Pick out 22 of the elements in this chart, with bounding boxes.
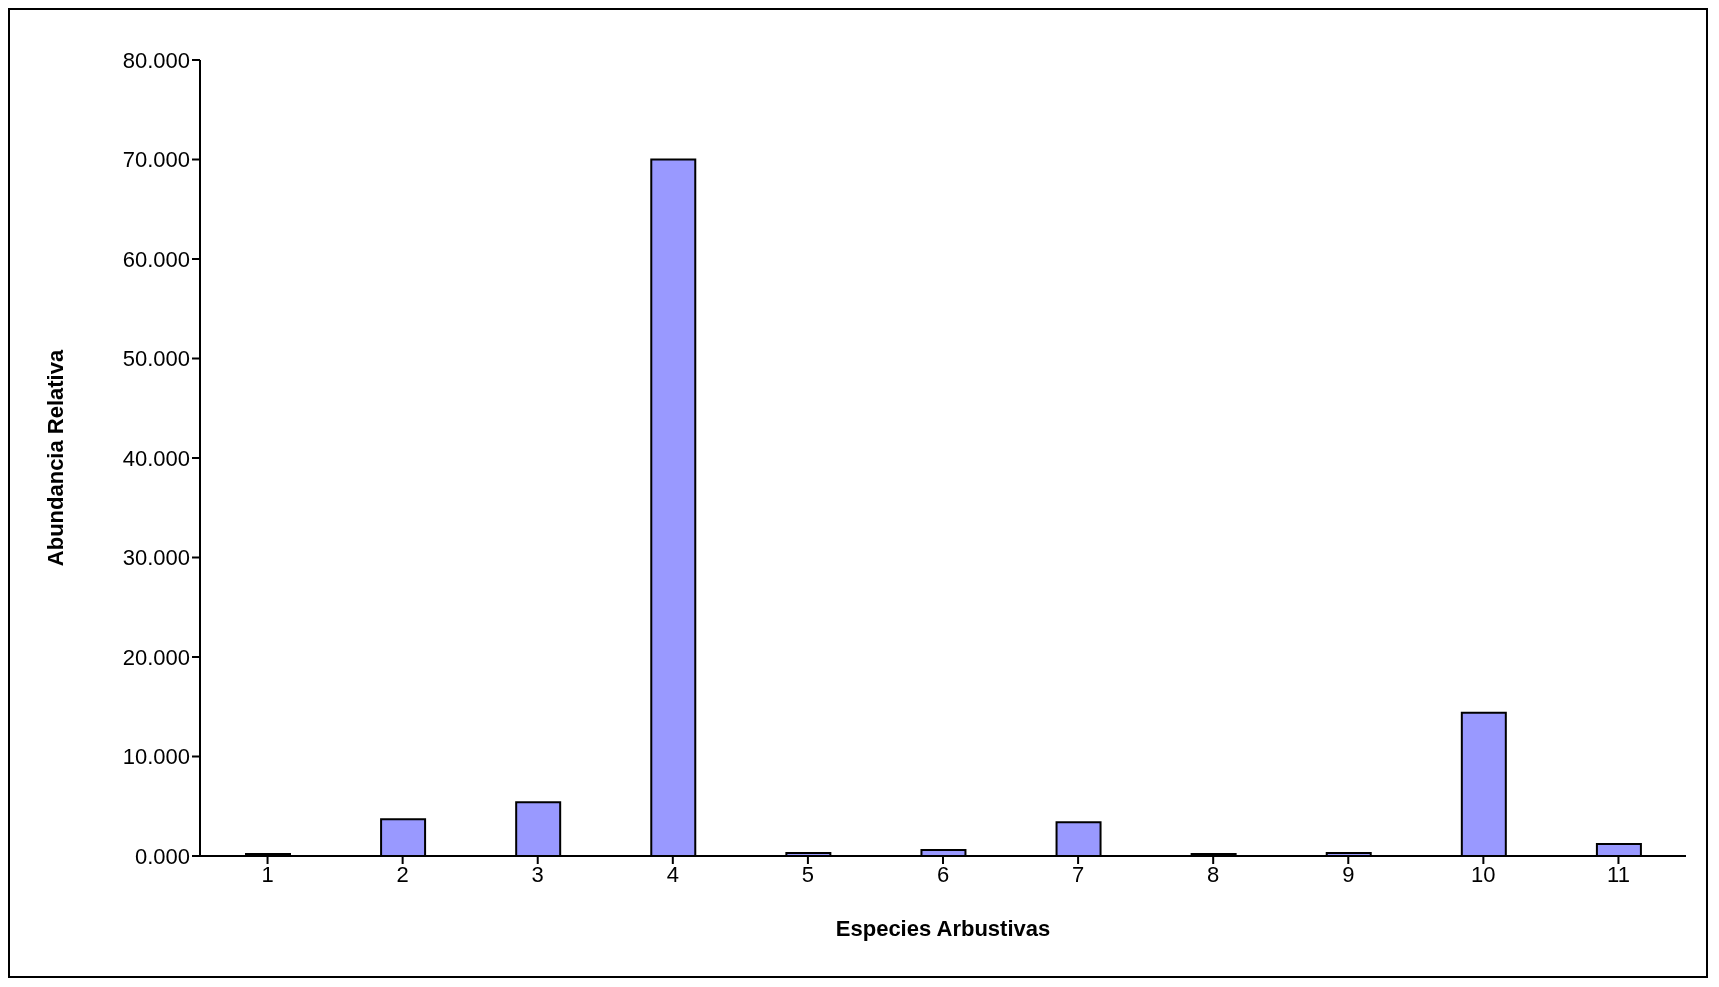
x-tick-label: 10 xyxy=(1471,861,1496,887)
x-tick-label: 3 xyxy=(531,861,544,887)
x-tick-label: 2 xyxy=(396,861,409,887)
y-tick-label: 80.000 xyxy=(122,47,190,73)
y-tick-label: 10.000 xyxy=(122,744,190,770)
y-tick-label: 60.000 xyxy=(122,246,190,272)
y-tick-label: 70.000 xyxy=(122,147,190,173)
x-tick-label: 5 xyxy=(801,861,815,887)
x-tick-label: 9 xyxy=(1342,861,1355,887)
x-tick-label: 7 xyxy=(1071,861,1085,887)
x-tick-label: 4 xyxy=(666,861,679,887)
x-axis-title: Especies Arbustivas xyxy=(835,916,1051,941)
y-axis-title: Abundancia Relativa xyxy=(42,349,68,567)
y-tick-label: 40.000 xyxy=(122,445,190,471)
x-tick-label: 1 xyxy=(261,861,274,887)
y-tick-label: 30.000 xyxy=(122,545,190,571)
y-tick-label: 50.000 xyxy=(122,346,190,372)
x-tick-label: 11 xyxy=(1607,861,1630,887)
y-tick-label: 20.000 xyxy=(122,644,190,670)
x-tick-label: 8 xyxy=(1207,861,1220,887)
x-tick-label: 6 xyxy=(936,861,950,887)
y-tick-label: 0.000 xyxy=(134,843,190,869)
